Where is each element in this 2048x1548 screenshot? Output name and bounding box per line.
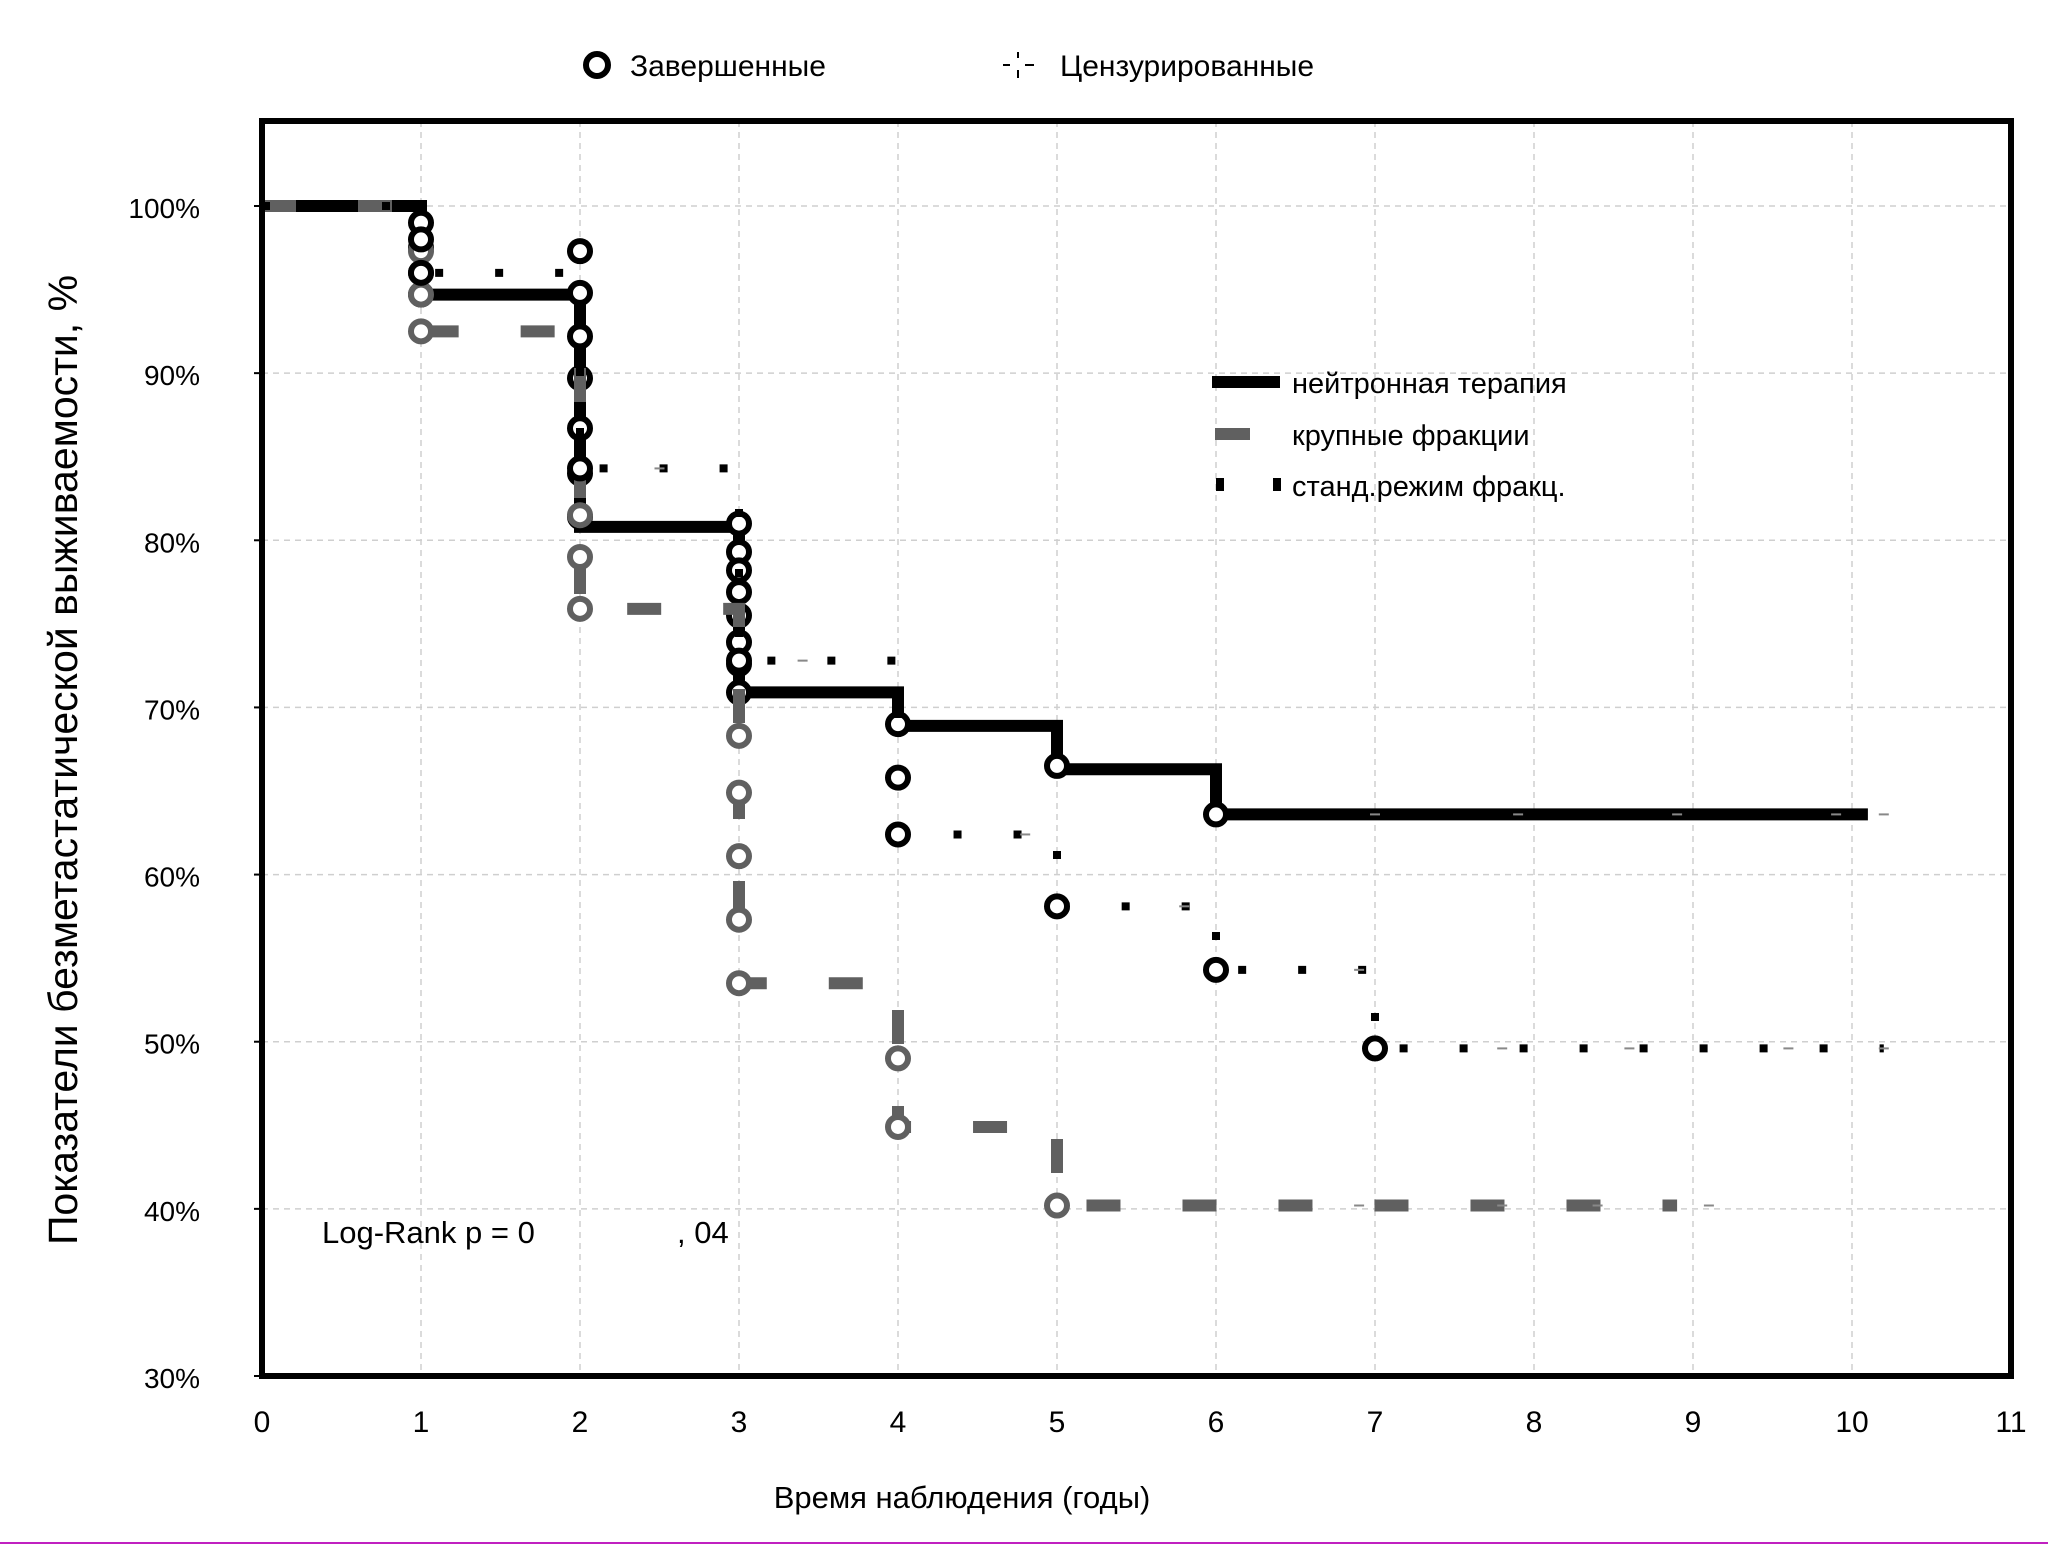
event-marker xyxy=(567,595,593,622)
event-marker xyxy=(1044,893,1070,920)
y-tick-label: 40% xyxy=(144,1196,200,1227)
event-marker xyxy=(567,279,593,306)
x-axis-title: Время наблюдения (годы) xyxy=(774,1480,1151,1515)
event-marker xyxy=(726,647,752,674)
x-tick-label: 5 xyxy=(1049,1406,1066,1439)
legend-complete-label: Завершенные xyxy=(630,50,826,83)
series-1 xyxy=(262,200,1714,1219)
event-marker xyxy=(567,544,593,570)
event-marker xyxy=(885,1113,911,1140)
x-tick-label: 0 xyxy=(254,1406,271,1439)
x-tick-label: 11 xyxy=(1995,1406,2026,1439)
event-marker xyxy=(1203,956,1229,983)
y-tick-label: 50% xyxy=(144,1029,200,1060)
event-marker xyxy=(567,323,593,350)
logrank-annotation-right: , 04 xyxy=(677,1215,729,1250)
x-tick-label: 4 xyxy=(890,1406,907,1439)
series-layer xyxy=(262,200,1889,1219)
legend-censored-label: Цензурированные xyxy=(1060,50,1314,83)
event-marker xyxy=(1044,752,1070,779)
y-tick-label: 80% xyxy=(144,527,200,558)
censored-marker-icon xyxy=(1003,52,1034,78)
series-0 xyxy=(262,200,1889,828)
event-marker xyxy=(1362,1035,1388,1062)
y-tick-label: 30% xyxy=(144,1363,200,1394)
event-marker xyxy=(885,1045,911,1072)
event-marker xyxy=(408,281,434,308)
y-tick-label: 90% xyxy=(144,360,200,391)
event-marker xyxy=(726,906,752,933)
event-marker xyxy=(726,843,752,870)
x-tick-label: 1 xyxy=(413,1406,430,1439)
grid xyxy=(262,121,2011,1376)
series-2 xyxy=(262,202,1889,1062)
event-marker xyxy=(408,226,434,253)
event-marker xyxy=(567,502,593,529)
series-legend: нейтронная терапия крупные фракции станд… xyxy=(1212,368,1567,503)
complete-marker-icon xyxy=(583,51,611,79)
y-tick-label: 100% xyxy=(128,193,200,224)
event-marker xyxy=(408,259,434,286)
event-marker xyxy=(726,722,752,749)
event-marker xyxy=(885,764,911,791)
tick-labels: 0 1 2 3 4 5 6 7 8 9 10 11 30% 40% 50% 60% 70% 80% 90% 100% xyxy=(128,193,2026,1439)
plot-frame xyxy=(259,118,2014,1379)
y-tick-label: 70% xyxy=(144,694,200,725)
x-tick-label: 10 xyxy=(1835,1406,1868,1439)
survival-curve-line xyxy=(262,200,1678,1212)
survival-curve-line xyxy=(262,200,1868,821)
y-axis-title: Показатели безметастатической выживаемос… xyxy=(40,275,86,1245)
bottom-rule xyxy=(0,1542,2048,1544)
x-tick-label: 6 xyxy=(1208,1406,1225,1439)
event-marker xyxy=(567,238,593,265)
event-marker xyxy=(1044,1192,1070,1219)
event-marker xyxy=(567,455,593,482)
event-marker xyxy=(408,318,434,345)
event-marker xyxy=(726,779,752,806)
event-marker xyxy=(885,821,911,848)
x-tick-label: 3 xyxy=(731,1406,748,1439)
legend-label-neutron: нейтронная терапия xyxy=(1292,368,1567,400)
survival-curve-line xyxy=(262,202,1884,1053)
legend-line-standard xyxy=(1216,478,1281,491)
y-tick-label: 60% xyxy=(144,862,200,893)
x-tick-label: 2 xyxy=(572,1406,589,1439)
legend-label-standard: станд.режим фракц. xyxy=(1292,471,1566,503)
x-tick-label: 9 xyxy=(1685,1406,1702,1439)
logrank-annotation-left: Log-Rank p = 0 xyxy=(322,1215,535,1250)
event-marker xyxy=(726,579,752,606)
event-marker xyxy=(1203,801,1229,828)
x-tick-label: 7 xyxy=(1367,1406,1384,1439)
top-legend: Завершенные Цензурированные xyxy=(583,50,1314,83)
legend-label-large-fractions: крупные фракции xyxy=(1292,420,1530,452)
event-marker xyxy=(726,970,752,997)
x-tick-label: 8 xyxy=(1526,1406,1543,1439)
